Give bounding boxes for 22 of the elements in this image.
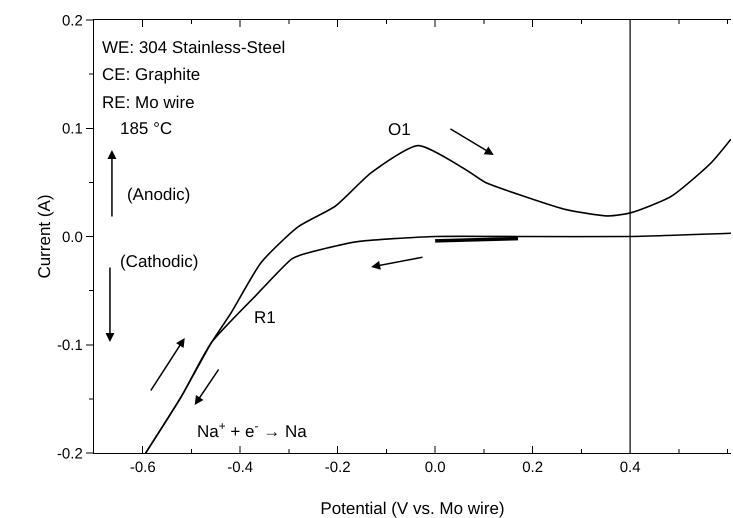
annotation: (Cathodic) (120, 252, 198, 271)
annotation: Na$^{+}$ + e$^{-}$ → Na (197, 419, 308, 442)
annotation: (Anodic) (127, 185, 190, 204)
y-tick-label: -0.2 (56, 445, 83, 462)
annotation: R1 (254, 308, 276, 327)
x-tick-label: -0.2 (324, 459, 351, 476)
y-tick-label: -0.1 (56, 337, 83, 354)
annotation: O1 (388, 120, 411, 139)
x-tick-label: 0.0 (424, 459, 446, 476)
annotation: CE: Graphite (102, 65, 200, 84)
x-tick-label: 0.4 (620, 459, 641, 476)
y-tick-label: 0.0 (62, 228, 83, 246)
x-tick-label: -0.6 (130, 459, 156, 476)
annotation: WE: 304 Stainless-Steel (102, 38, 286, 57)
x-tick-label: 0.2 (522, 459, 544, 476)
y-axis-title: Current (A) (34, 194, 54, 279)
annotation: 185 °C (120, 119, 172, 138)
annotation: RE: Mo wire (102, 93, 195, 112)
y-tick-label: 0.2 (62, 12, 83, 30)
x-axis-title: Potential (V vs. Mo wire) (320, 499, 505, 518)
y-tick-label: 0.1 (62, 120, 83, 138)
x-tick-label: -0.4 (227, 459, 254, 476)
